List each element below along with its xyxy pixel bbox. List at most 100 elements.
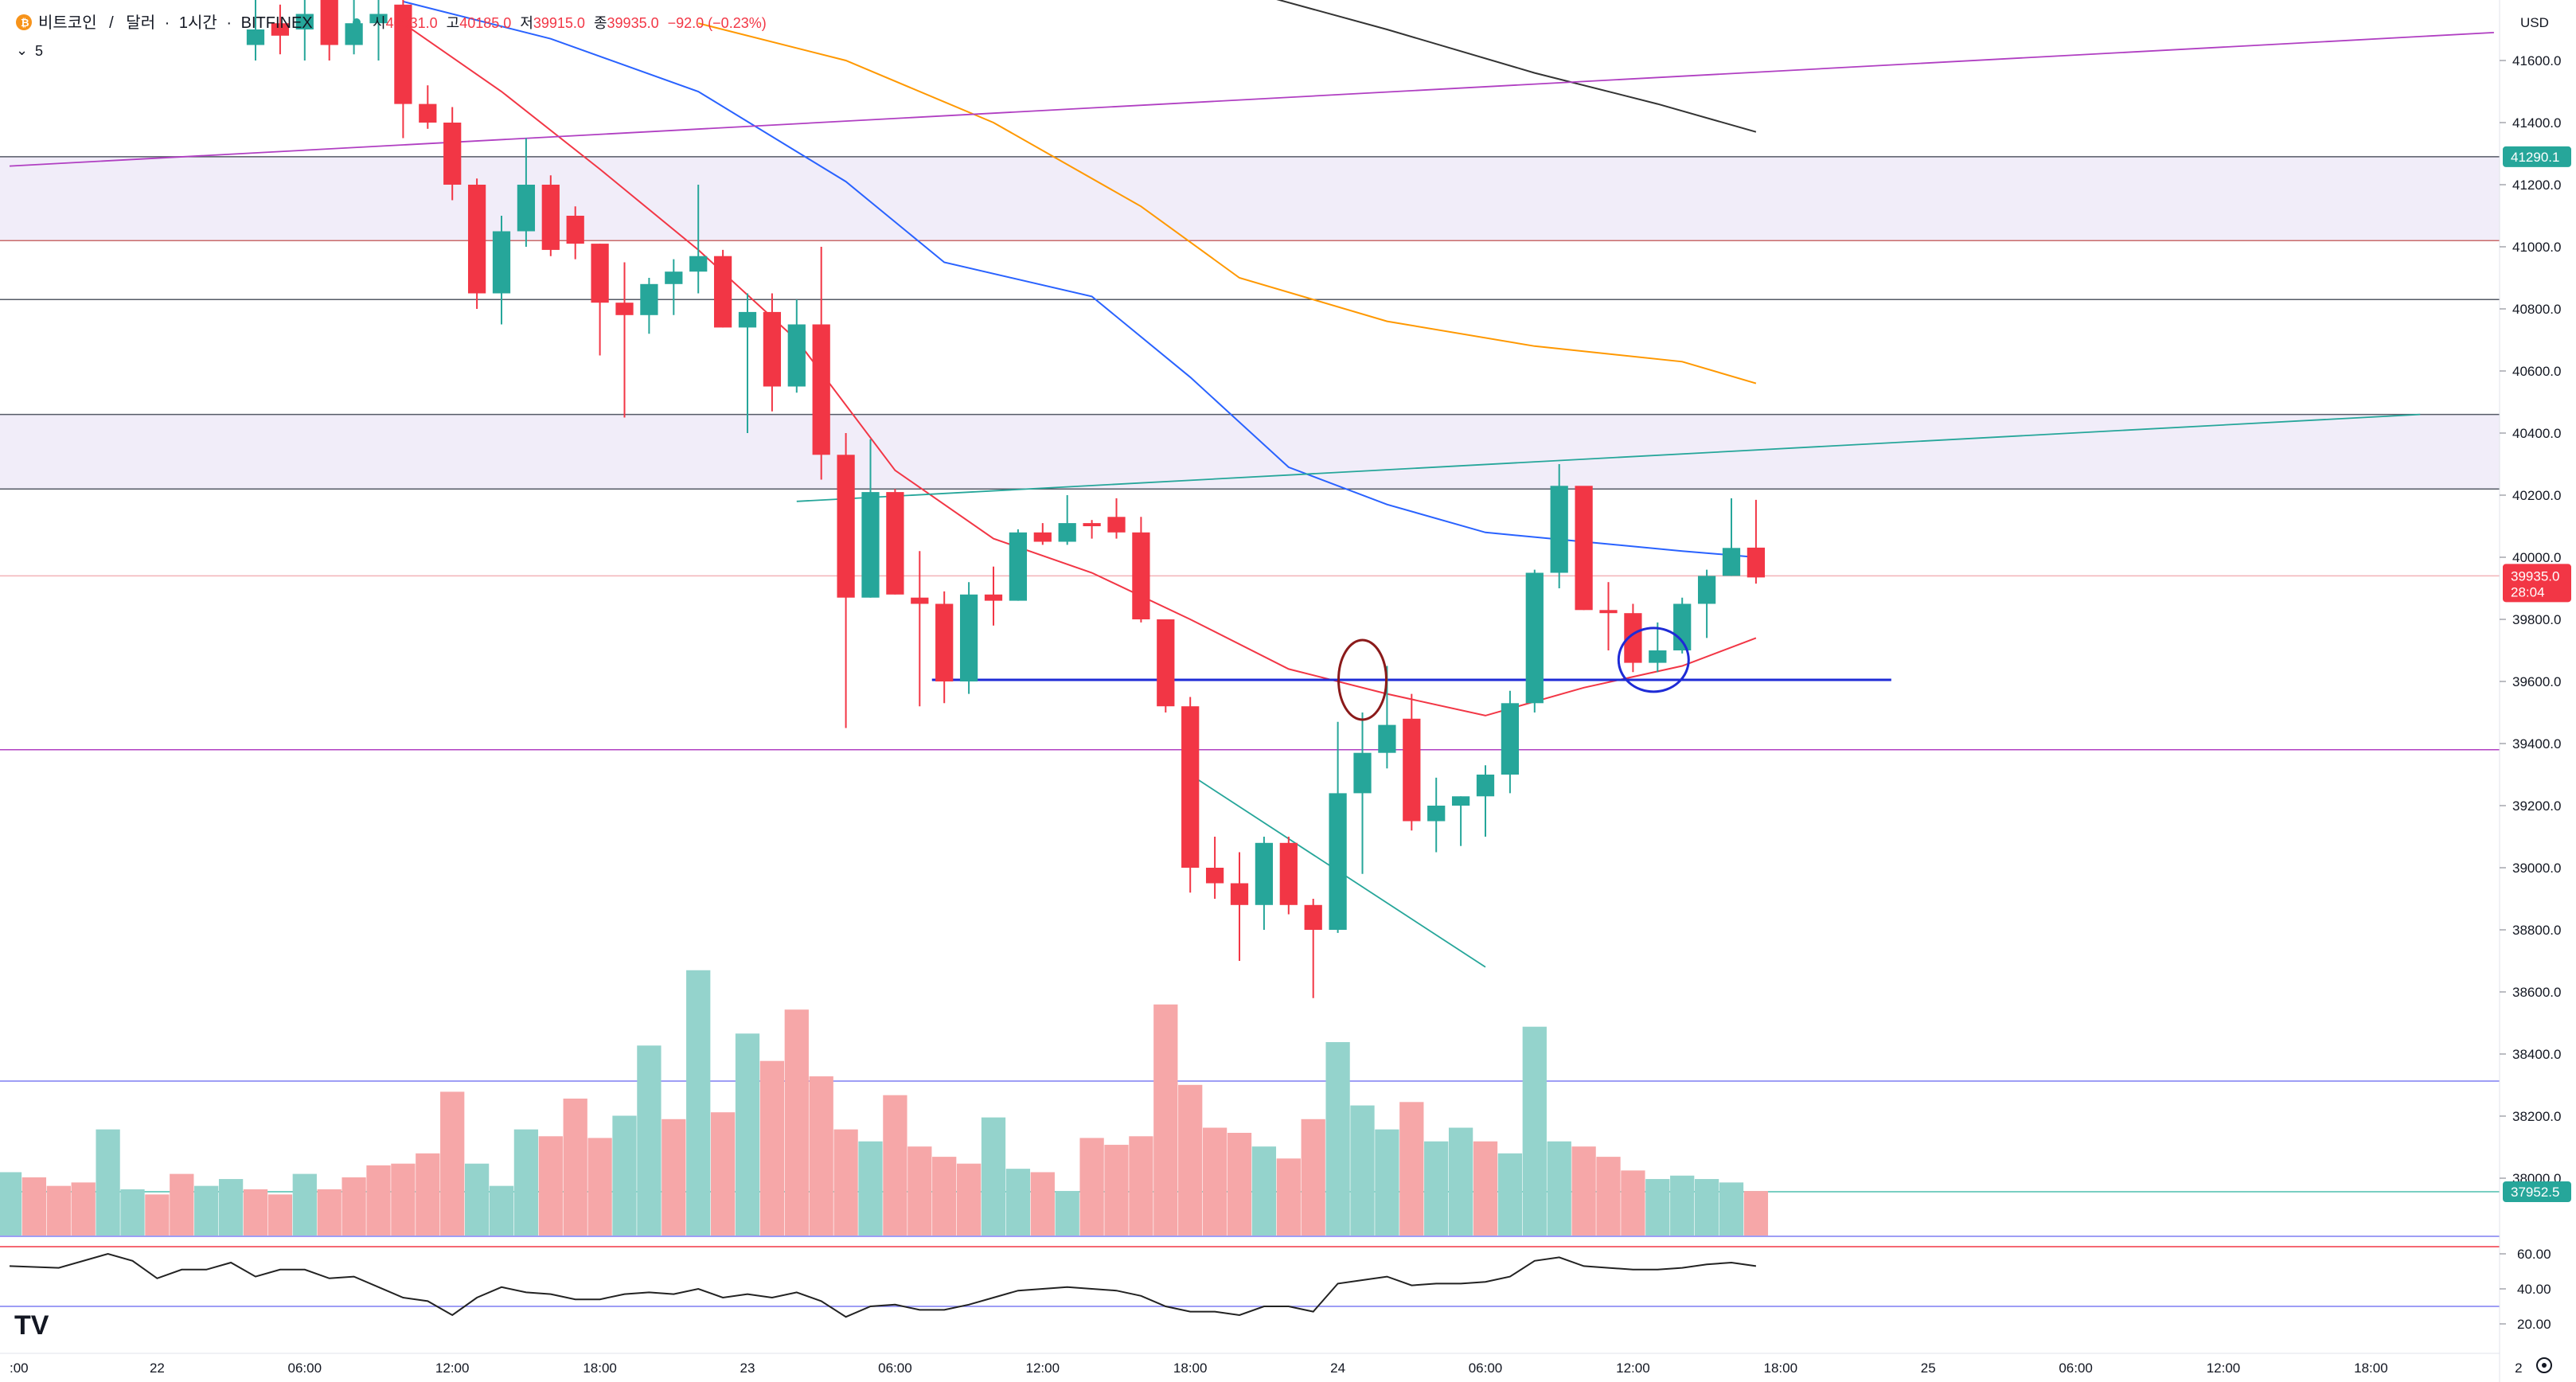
quote-name: 달러	[126, 14, 155, 32]
candle-body[interactable]	[1747, 547, 1766, 578]
volume-bar	[956, 1163, 982, 1236]
candle-body[interactable]	[517, 185, 536, 232]
candle-body[interactable]	[837, 455, 855, 598]
candle-body[interactable]	[1378, 724, 1396, 753]
candle-body[interactable]	[665, 271, 683, 284]
candle-body[interactable]	[787, 324, 806, 387]
candle-body[interactable]	[443, 123, 462, 185]
candle-body[interactable]	[566, 216, 584, 244]
candle-body[interactable]	[1501, 703, 1520, 775]
candle-body[interactable]	[320, 0, 338, 45]
candle-body[interactable]	[1697, 576, 1716, 604]
annotations-layer[interactable]	[1337, 627, 1690, 721]
candle-body[interactable]	[467, 185, 486, 294]
volume-bar	[759, 1060, 785, 1236]
candle-body[interactable]	[1403, 718, 1421, 822]
candle-body[interactable]	[640, 283, 658, 315]
price-tick-label: 41200.0	[2512, 178, 2561, 193]
settings-gear-icon[interactable]	[2536, 1357, 2552, 1373]
candle-body[interactable]	[713, 256, 732, 328]
annotation-ellipse[interactable]	[1337, 638, 1388, 721]
volume-bar	[1719, 1182, 1744, 1236]
currency-label[interactable]: USD	[2520, 15, 2549, 30]
candle-body[interactable]	[1009, 532, 1028, 601]
volume-layer	[0, 970, 1769, 1236]
title-separator: /	[109, 14, 114, 32]
volume-bar	[1497, 1153, 1523, 1236]
candle-body[interactable]	[1058, 523, 1076, 542]
volume-bar	[1301, 1118, 1325, 1236]
candle-body[interactable]	[1304, 904, 1322, 930]
candle-body[interactable]	[1427, 806, 1446, 822]
candle-body[interactable]	[1624, 613, 1642, 663]
price-tick-label: 39400.0	[2512, 736, 2561, 752]
candle-body[interactable]	[1722, 548, 1741, 576]
candle-body[interactable]	[1033, 532, 1052, 542]
candle-body[interactable]	[886, 492, 904, 595]
candle-body[interactable]	[763, 311, 782, 387]
rsi-line	[9, 1252, 1757, 1318]
volume-bar	[1325, 1042, 1350, 1236]
candle-body[interactable]	[492, 231, 511, 294]
volume-bar	[1522, 1026, 1547, 1236]
candle-body[interactable]	[861, 492, 880, 598]
candle-body[interactable]	[1353, 752, 1372, 794]
candle-body[interactable]	[1525, 572, 1544, 704]
candle-body[interactable]	[394, 4, 412, 104]
candle-body[interactable]	[1255, 842, 1274, 905]
header-title[interactable]: 비트코인 / 달러 · 1시간 · BITFINEX	[38, 14, 313, 32]
candle-body[interactable]	[984, 594, 1003, 601]
candle-body[interactable]	[1181, 706, 1200, 868]
candle-body[interactable]	[935, 603, 954, 682]
candle-body[interactable]	[1599, 610, 1618, 614]
price-tick-label: 39000.0	[2512, 861, 2561, 876]
candle-body[interactable]	[345, 23, 363, 45]
volume-bar	[612, 1115, 637, 1236]
candle-body[interactable]	[1132, 532, 1150, 619]
candle-body[interactable]	[1476, 775, 1495, 797]
candle-body[interactable]	[541, 185, 560, 250]
candle-body[interactable]	[1230, 883, 1249, 905]
candle-body[interactable]	[246, 29, 265, 45]
indicators-toggle[interactable]: ⌄	[16, 42, 28, 58]
volume-bar	[513, 1129, 539, 1236]
price-tick-label: 38400.0	[2512, 1047, 2561, 1062]
bitcoin-glyph: ₿	[21, 17, 29, 29]
candle-body[interactable]	[615, 303, 634, 315]
candle-body[interactable]	[1083, 523, 1101, 526]
candle-body[interactable]	[1575, 486, 1593, 611]
candle-body[interactable]	[271, 23, 290, 36]
volume-bar	[267, 1194, 293, 1236]
candle-body[interactable]	[1451, 796, 1470, 806]
volume-level-label: 37952.5	[2511, 1185, 2559, 1200]
candle-body[interactable]	[419, 103, 437, 123]
candles-layer[interactable]	[246, 0, 1766, 998]
candle-body[interactable]	[689, 256, 708, 272]
candle-body[interactable]	[1157, 619, 1175, 707]
indicator-count[interactable]: 5	[35, 43, 43, 59]
annotation-circle[interactable]	[1617, 627, 1690, 693]
candle-body[interactable]	[1205, 868, 1224, 884]
candle-body[interactable]	[295, 14, 314, 30]
candle-body[interactable]	[812, 324, 830, 455]
trendline	[796, 413, 2421, 502]
candle-body[interactable]	[738, 311, 757, 328]
dot-sep-1: ·	[165, 14, 170, 32]
candle-body[interactable]	[1550, 486, 1568, 573]
candle-body[interactable]	[959, 594, 978, 681]
volume-bar	[1079, 1138, 1104, 1236]
candle-body[interactable]	[1649, 650, 1667, 663]
time-axis[interactable]: :00 22 06:00 12:00 18:00 23 06:00 12:00 18:00 24 0…	[0, 1353, 2523, 1376]
candle-body[interactable]	[1107, 517, 1126, 533]
current-price-badge[interactable]	[2503, 564, 2571, 603]
candle-body[interactable]	[911, 597, 929, 604]
tradingview-logo-icon[interactable]: TV	[14, 1310, 49, 1341]
candle-body[interactable]	[591, 244, 609, 303]
candle-body[interactable]	[1329, 793, 1347, 930]
candle-body[interactable]	[1673, 603, 1692, 651]
price-axis[interactable]: 41600.0 41400.0 41200.0 41000.0 40800.0 40600…	[2499, 0, 2576, 1382]
candle-body[interactable]	[369, 14, 388, 24]
candle-body[interactable]	[1279, 842, 1298, 905]
